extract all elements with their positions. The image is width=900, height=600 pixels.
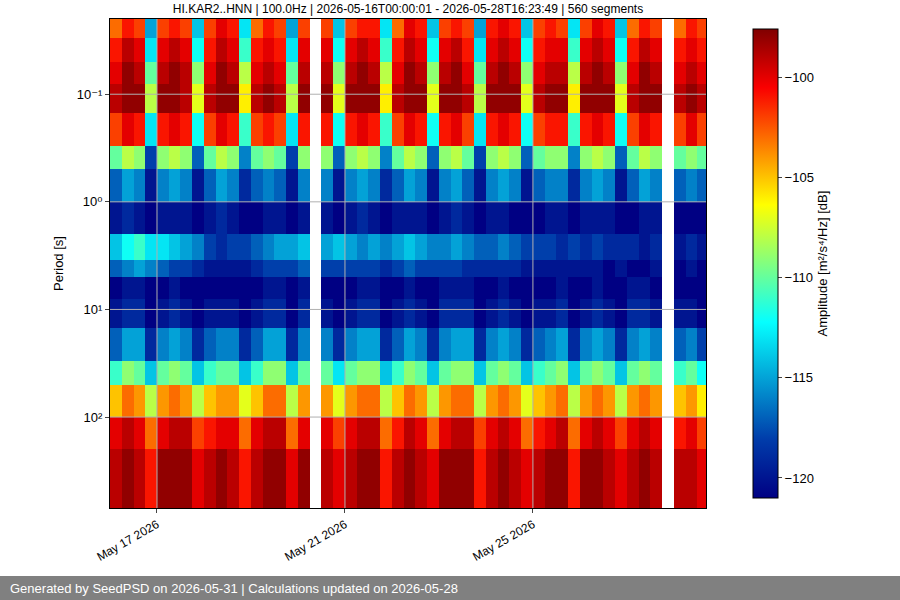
svg-text:10⁰: 10⁰ (83, 194, 103, 209)
svg-text:10²: 10² (84, 410, 103, 425)
svg-text:May 25 2026: May 25 2026 (470, 517, 537, 564)
svg-text:May 21 2026: May 21 2026 (282, 517, 349, 564)
svg-text:−105: −105 (785, 170, 814, 185)
svg-text:−110: −110 (785, 270, 813, 285)
svg-text:HI.KAR2..HNN | 100.0Hz | 2026-: HI.KAR2..HNN | 100.0Hz | 2026-05-16T00:0… (173, 2, 643, 16)
svg-text:May 17 2026: May 17 2026 (94, 517, 161, 564)
svg-text:−100: −100 (785, 70, 814, 85)
svg-text:10¹: 10¹ (84, 302, 103, 317)
svg-text:10⁻¹: 10⁻¹ (77, 87, 103, 102)
svg-text:Amplitude [m²/s⁴/Hz] [dB]: Amplitude [m²/s⁴/Hz] [dB] (815, 191, 830, 337)
svg-text:−120: −120 (785, 471, 814, 486)
svg-text:Generated by SeedPSD on 2026-0: Generated by SeedPSD on 2026-05-31 | Cal… (10, 581, 458, 596)
svg-text:−115: −115 (785, 370, 813, 385)
svg-text:Period [s]: Period [s] (51, 236, 66, 291)
